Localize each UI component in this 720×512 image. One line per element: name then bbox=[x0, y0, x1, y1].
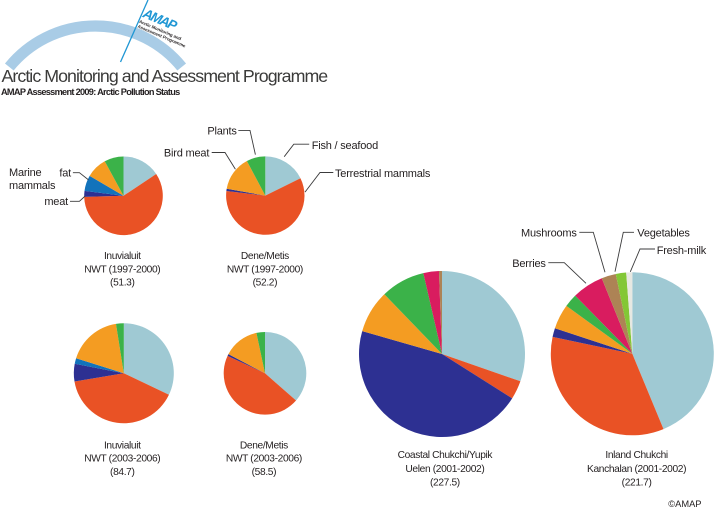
svg-text:Plants: Plants bbox=[207, 126, 237, 138]
svg-text:NWT (2003-2006): NWT (2003-2006) bbox=[226, 454, 302, 465]
svg-text:©AMAP: ©AMAP bbox=[668, 499, 701, 509]
svg-text:(58.5): (58.5) bbox=[252, 467, 277, 478]
svg-text:Terrestrial mammals: Terrestrial mammals bbox=[335, 168, 431, 180]
svg-text:NWT (1997-2000): NWT (1997-2000) bbox=[84, 264, 160, 275]
svg-text:Coastal Chukchi/Yupik: Coastal Chukchi/Yupik bbox=[398, 450, 494, 461]
svg-text:Inuvialuit: Inuvialuit bbox=[104, 440, 141, 451]
svg-text:Vegetables: Vegetables bbox=[637, 227, 690, 239]
svg-text:Uelen (2001-2002): Uelen (2001-2002) bbox=[405, 464, 484, 475]
svg-text:Dene/Metis: Dene/Metis bbox=[241, 251, 289, 262]
svg-text:Inland Chukchi: Inland Chukchi bbox=[605, 450, 668, 461]
svg-text:Kanchalan (2001-2002): Kanchalan (2001-2002) bbox=[587, 464, 686, 475]
svg-text:Mushrooms: Mushrooms bbox=[521, 227, 577, 239]
svg-text:(51.3): (51.3) bbox=[110, 278, 135, 289]
svg-text:AMAP Assessment 2009: Arctic P: AMAP Assessment 2009: Arctic Pollution S… bbox=[1, 87, 180, 97]
svg-text:(84.7): (84.7) bbox=[110, 467, 135, 478]
svg-text:Fish / seafood: Fish / seafood bbox=[312, 140, 378, 152]
svg-text:Inuvialuit: Inuvialuit bbox=[104, 251, 141, 262]
svg-text:Bird meat: Bird meat bbox=[164, 148, 209, 160]
svg-text:mammals: mammals bbox=[9, 180, 56, 192]
svg-text:meat: meat bbox=[44, 196, 68, 208]
svg-text:Berries: Berries bbox=[512, 258, 546, 270]
svg-text:(52.2): (52.2) bbox=[253, 278, 278, 289]
svg-text:Fresh-milk: Fresh-milk bbox=[657, 245, 707, 257]
svg-text:fat: fat bbox=[59, 168, 71, 180]
svg-text:NWT (1997-2000): NWT (1997-2000) bbox=[227, 264, 303, 275]
svg-text:(221.7): (221.7) bbox=[622, 478, 652, 489]
svg-text:NWT (2003-2006): NWT (2003-2006) bbox=[84, 454, 160, 465]
svg-text:Marine: Marine bbox=[9, 167, 42, 179]
svg-text:Arctic Monitoring and Assessme: Arctic Monitoring and Assessment Program… bbox=[2, 66, 329, 86]
svg-text:(227.5): (227.5) bbox=[430, 478, 460, 489]
svg-text:Dene/Metis: Dene/Metis bbox=[240, 440, 288, 451]
